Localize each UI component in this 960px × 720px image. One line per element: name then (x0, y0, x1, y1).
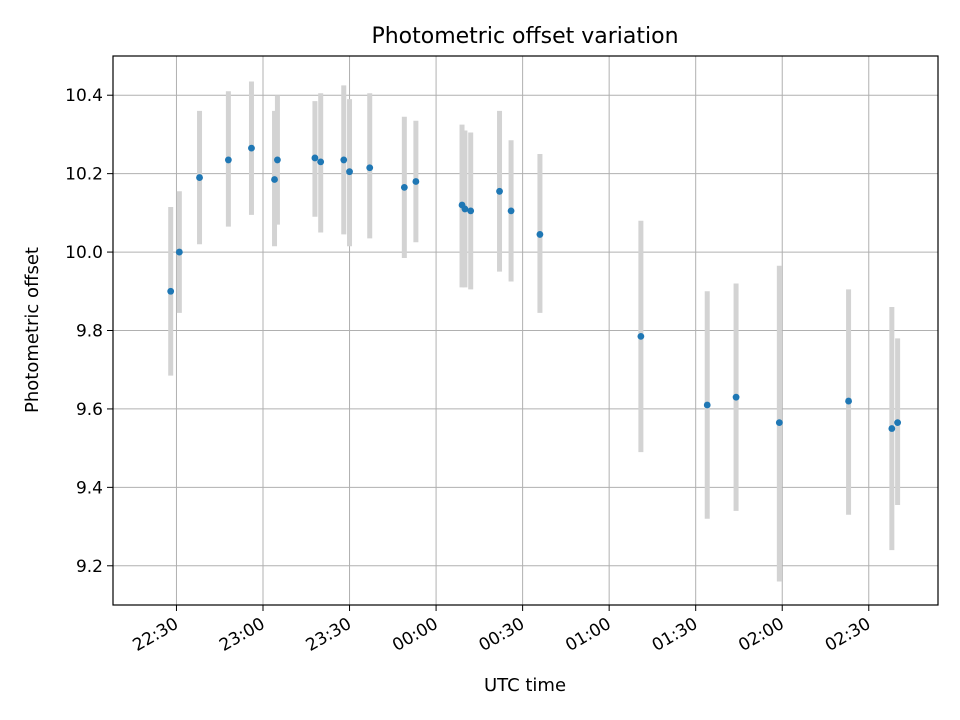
data-point (271, 176, 278, 183)
data-point (167, 287, 175, 295)
data-point (703, 401, 711, 409)
x-axis-label: UTC time (484, 675, 566, 696)
y-tick-label: 9.2 (76, 557, 103, 577)
data-point (507, 207, 515, 215)
data-point (637, 332, 645, 340)
y-tick-label: 9.6 (76, 400, 103, 420)
data-point (274, 156, 281, 164)
y-tick-label: 10.0 (65, 243, 103, 263)
data-point (888, 425, 896, 432)
data-point (400, 183, 408, 191)
grid-lines (113, 56, 938, 605)
data-point (775, 419, 783, 427)
data-point (412, 178, 420, 185)
y-axis-label: Photometric offset (22, 247, 43, 413)
data-point (461, 205, 469, 213)
y-tick-label: 10.2 (65, 165, 103, 185)
data-point (467, 207, 475, 215)
data-point (175, 248, 183, 256)
data-points (167, 144, 902, 432)
data-point (346, 168, 353, 176)
data-point (894, 419, 902, 427)
y-tick-label: 9.4 (76, 478, 103, 498)
data-point (366, 164, 374, 172)
data-point (196, 174, 203, 181)
data-point (496, 187, 503, 195)
y-tick-label: 9.8 (76, 322, 103, 342)
y-tick-label: 10.4 (65, 86, 103, 106)
data-point (317, 158, 325, 166)
data-point (732, 393, 740, 401)
data-point (311, 154, 319, 162)
data-point (536, 231, 544, 238)
data-point (845, 397, 852, 405)
chart-title: Photometric offset variation (371, 24, 678, 49)
data-point (248, 144, 255, 152)
y-axis-ticks: 9.2 9.4 9.6 9.8 10.0 10.2 10.4 (65, 86, 113, 577)
data-point (224, 156, 232, 164)
data-point (340, 156, 348, 164)
